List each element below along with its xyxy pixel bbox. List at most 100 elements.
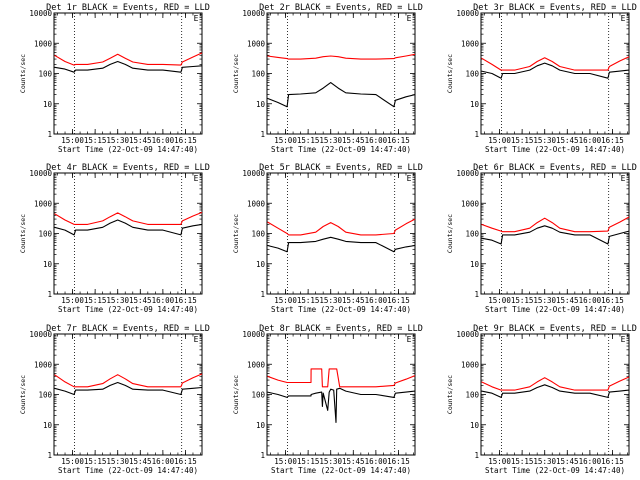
x-tick-label: 16:15 [387,136,410,145]
series-line-lld [267,218,416,236]
panel-6: Det 6r BLACK = Events, RED = LLD 1 10 100 10… [446,163,637,314]
panel-title: Det 5r BLACK = Events, RED = LLD [259,163,423,173]
series-line-events [267,387,416,423]
y-tick-label: 1 [260,130,265,139]
x-tick-label: 15:00 [61,296,84,305]
series-line-events [481,384,630,398]
series-line-lld [54,373,203,388]
x-tick-label: 15:00 [488,457,511,466]
y-axis-label: Counts/sec [446,214,454,253]
y-tick-label: 10000 [242,330,265,339]
x-tick-label: 16:15 [387,296,410,305]
x-tick-label: 15:15 [297,136,320,145]
corner-mark: E [194,174,199,183]
x-tick-label: 16:00 [152,136,175,145]
y-axis-label: Counts/sec [19,54,27,93]
x-tick-label: 15:30 [106,296,129,305]
x-tick-label: 15:30 [319,136,342,145]
series-line-events [267,82,416,108]
y-tick-label: 1000 [34,39,53,48]
y-tick-label: 100 [251,391,265,400]
x-tick-label: 16:00 [579,296,602,305]
y-tick-label: 1 [474,290,479,299]
panel-title: Det 4r BLACK = Events, RED = LLD [46,163,210,173]
y-axis-label: Counts/sec [232,214,240,253]
x-tick-label: 15:45 [342,457,365,466]
y-tick-label: 10 [470,260,480,269]
y-tick-label: 10 [256,100,266,109]
corner-mark: E [621,14,626,23]
x-tick-label: 15:00 [274,296,297,305]
x-tick-label: 15:45 [129,457,152,466]
y-tick-label: 1000 [247,360,266,369]
x-tick-label: 16:15 [387,457,410,466]
y-tick-label: 1 [474,451,479,460]
panel-7: Det 7r BLACK = Events, RED = LLD 1 10 100 10… [19,324,210,475]
x-tick-label: 15:15 [84,136,107,145]
y-tick-label: 10 [470,100,480,109]
x-tick-label: 15:30 [319,296,342,305]
y-tick-label: 100 [38,70,52,79]
x-tick-label: 15:00 [488,136,511,145]
y-tick-label: 10000 [242,9,265,18]
x-axis-label: Start Time (22-Oct-09 14:47:40) [485,305,625,314]
y-tick-label: 10 [43,260,53,269]
y-tick-label: 1 [47,290,52,299]
y-tick-label: 1000 [461,199,480,208]
x-tick-label: 15:30 [533,136,556,145]
y-tick-label: 1000 [247,199,266,208]
x-tick-label: 15:00 [61,136,84,145]
x-tick-label: 15:00 [274,457,297,466]
panel-title: Det 3r BLACK = Events, RED = LLD [473,3,637,13]
x-tick-label: 15:45 [342,296,365,305]
y-tick-label: 1 [47,130,52,139]
y-axis-label: Counts/sec [232,54,240,93]
y-axis-label: Counts/sec [232,375,240,414]
x-tick-label: 15:15 [511,457,534,466]
x-tick-label: 15:30 [533,457,556,466]
y-tick-label: 10 [256,421,266,430]
panel-3: Det 3r BLACK = Events, RED = LLD 1 10 100 10… [446,3,637,154]
x-tick-label: 16:15 [601,296,624,305]
x-tick-label: 15:00 [488,296,511,305]
series-line-events [54,60,203,73]
x-tick-label: 16:00 [365,136,388,145]
x-tick-label: 16:15 [174,457,197,466]
x-axis-label: Start Time (22-Oct-09 14:47:40) [58,145,198,154]
y-tick-label: 10000 [242,169,265,178]
x-tick-label: 15:30 [533,296,556,305]
y-tick-label: 10 [43,421,53,430]
x-tick-label: 15:45 [556,457,579,466]
x-tick-label: 15:45 [342,136,365,145]
y-tick-label: 100 [465,391,479,400]
panel-title: Det 6r BLACK = Events, RED = LLD [473,163,637,173]
x-tick-label: 15:45 [556,296,579,305]
x-axis-label: Start Time (22-Oct-09 14:47:40) [58,466,198,475]
x-axis-label: Start Time (22-Oct-09 14:47:40) [271,305,411,314]
x-tick-label: 15:30 [106,136,129,145]
panel-5: Det 5r BLACK = Events, RED = LLD 1 10 100 10… [232,163,423,314]
series-line-lld [481,56,630,71]
corner-mark: E [621,335,626,344]
y-tick-label: 10000 [456,169,479,178]
panel-2: Det 2r BLACK = Events, RED = LLD 1 10 100 10… [232,3,423,154]
y-tick-label: 100 [465,230,479,239]
series-line-events [481,62,630,79]
corner-mark: E [407,14,412,23]
y-tick-label: 10000 [456,9,479,18]
series-line-lld [267,368,416,388]
panel-4: Det 4r BLACK = Events, RED = LLD 1 10 100 10… [19,163,210,314]
x-tick-label: 16:00 [365,296,388,305]
y-tick-label: 100 [38,230,52,239]
x-axis-label: Start Time (22-Oct-09 14:47:40) [271,466,411,475]
x-tick-label: 15:15 [84,296,107,305]
panel-title: Det 9r BLACK = Events, RED = LLD [473,324,637,334]
panel-9: Det 9r BLACK = Events, RED = LLD 1 10 100 10… [446,324,637,475]
x-tick-label: 15:15 [511,136,534,145]
corner-mark: E [194,335,199,344]
x-tick-label: 15:15 [297,296,320,305]
x-tick-label: 16:00 [579,457,602,466]
x-tick-label: 16:00 [579,136,602,145]
corner-mark: E [621,174,626,183]
